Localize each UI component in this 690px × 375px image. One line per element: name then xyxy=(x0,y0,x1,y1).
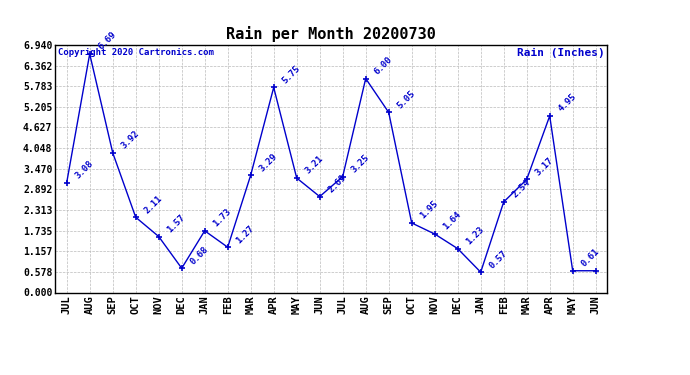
Text: 4.95: 4.95 xyxy=(557,92,578,114)
Text: 0.61: 0.61 xyxy=(580,247,601,268)
Text: 2.54: 2.54 xyxy=(511,178,532,200)
Text: 3.21: 3.21 xyxy=(304,154,325,176)
Text: 5.75: 5.75 xyxy=(281,64,302,85)
Text: 1.95: 1.95 xyxy=(419,199,440,221)
Title: Rain per Month 20200730: Rain per Month 20200730 xyxy=(226,27,436,42)
Text: 5.05: 5.05 xyxy=(395,88,417,110)
Text: 6.00: 6.00 xyxy=(373,55,394,76)
Text: 1.23: 1.23 xyxy=(464,225,486,246)
Text: 1.27: 1.27 xyxy=(235,224,256,245)
Text: 1.57: 1.57 xyxy=(166,213,187,234)
Text: 3.92: 3.92 xyxy=(119,129,141,150)
Text: 1.64: 1.64 xyxy=(442,210,463,232)
Text: 0.68: 0.68 xyxy=(188,244,210,266)
Text: 3.17: 3.17 xyxy=(533,156,555,177)
Text: 6.69: 6.69 xyxy=(97,30,118,52)
Text: 2.11: 2.11 xyxy=(143,194,164,215)
Text: 1.73: 1.73 xyxy=(212,207,233,229)
Text: 3.08: 3.08 xyxy=(74,159,95,180)
Text: Copyright 2020 Cartronics.com: Copyright 2020 Cartronics.com xyxy=(58,48,214,57)
Text: 3.29: 3.29 xyxy=(257,152,279,173)
Text: 2.69: 2.69 xyxy=(326,173,348,194)
Text: 3.25: 3.25 xyxy=(350,153,371,174)
Text: 0.57: 0.57 xyxy=(488,249,509,270)
Text: Rain (Inches): Rain (Inches) xyxy=(517,48,604,58)
